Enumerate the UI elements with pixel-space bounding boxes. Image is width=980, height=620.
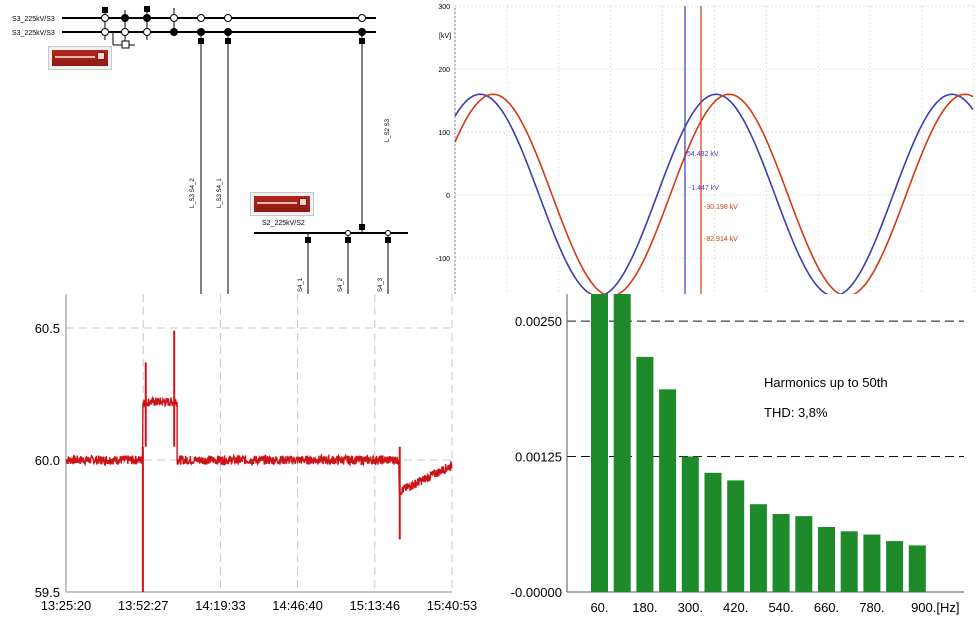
harmonic-bar (772, 513, 790, 592)
feeders-s4 (305, 230, 391, 294)
harmonic-bar (840, 531, 858, 592)
harmonics-x-tick-label: 420. (723, 600, 748, 615)
feeder-l-s3-s4-2 (197, 14, 205, 294)
frequency-y-tick-label: 60.5 (35, 321, 60, 336)
harmonics-annotation-thd: THD: 3,8% (764, 405, 828, 420)
waveform-y-axis-label: [kV] (439, 33, 451, 40)
waveform-y-tick-label: 0 (446, 193, 450, 200)
harmonics-panel: 0.00250 0.00125 -0.00000 60. 180. 300. 420. 54… (480, 294, 980, 620)
cursor-value-label: 54.482 kV (687, 151, 719, 158)
busbar-label-s2: S2_225kV/S2 (262, 220, 305, 227)
harmonics-x-tick-label: 660. (814, 600, 839, 615)
harmonic-bar (591, 294, 608, 592)
harmonic-bar (886, 541, 904, 592)
feeder-label-s4-3: S4_3 (378, 277, 384, 292)
voltage-waveform-panel: 300 200 100 0 -100 [kV] 54.482 kV -1.447 kV … (408, 0, 980, 296)
harmonics-annotation-title: Harmonics up to 50th (764, 375, 888, 390)
harmonic-bar (727, 480, 745, 592)
single-line-diagram: S3_225kV/S3 S3_225kV/S3 (12, 6, 412, 294)
busbar-label-2: S3_225kV/S3 (12, 30, 55, 37)
harmonic-bar (863, 534, 881, 592)
harmonics-y-tick-label: -0.00000 (511, 585, 562, 600)
frequency-x-tick-label: 14:19:33 (195, 598, 246, 613)
frequency-trend-panel: 60.5 60.0 59.5 13:25:20 13:52:27 14:19:33 14:… (0, 294, 480, 620)
frequency-x-tick-label: 15:40:53 (427, 598, 478, 613)
recorder-device-icon-s2[interactable] (250, 192, 314, 216)
harmonics-x-tick-label: 60. (590, 600, 608, 615)
cursor-value-label: -30.198 kV (704, 204, 738, 211)
waveform-y-tick-label: -100 (436, 256, 450, 263)
waveform-series-1 (454, 93, 974, 296)
recorder-device-icon[interactable] (48, 46, 112, 70)
waveform-series-2 (454, 93, 974, 296)
waveform-y-tick-label: 100 (438, 130, 450, 137)
feeder-l-s3-s4-1 (224, 14, 232, 294)
feeder-label-s4-2: S4_2 (338, 277, 344, 292)
feeder-label-l-s3-s4-2: L_S3 S4_2 (190, 178, 196, 208)
harmonic-bar (704, 472, 722, 592)
harmonics-y-tick-label: 0.00250 (515, 314, 562, 329)
harmonic-bar (636, 356, 654, 592)
harmonic-bar (908, 545, 926, 592)
coupler-bay (101, 6, 178, 49)
harmonics-y-tick-label: 0.00125 (515, 450, 562, 465)
feeder-l-s2-s3 (358, 14, 366, 233)
frequency-x-tick-label: 13:52:27 (118, 598, 169, 613)
feeder-label-l-s2-s3: L_S2 S3 (385, 118, 391, 142)
cursor-value-label: -1.447 kV (689, 185, 719, 192)
harmonics-x-tick-label: 900.[Hz] (911, 600, 959, 615)
harmonic-bar (681, 456, 699, 592)
harmonic-bar (795, 516, 813, 592)
single-line-diagram-panel: S3_225kV/S3 S3_225kV/S3 (0, 0, 452, 294)
waveform-y-tick-label: 200 (438, 67, 450, 74)
frequency-y-tick-label: 59.5 (35, 585, 60, 600)
busbar-label-1: S3_225kV/S3 (12, 16, 55, 23)
waveform-y-tick-label: 300 (438, 4, 450, 11)
harmonic-bar (749, 504, 767, 592)
harmonics-bar-chart: 0.00250 0.00125 -0.00000 60. 180. 300. 420. 54… (511, 294, 964, 615)
harmonics-x-tick-label: 780. (859, 600, 884, 615)
frequency-series-line (65, 395, 453, 498)
harmonic-bar (613, 294, 631, 592)
frequency-y-tick-label: 60.0 (35, 453, 60, 468)
frequency-trend-chart: 60.5 60.0 59.5 13:25:20 13:52:27 14:19:33 14:… (35, 294, 478, 613)
harmonic-bar (659, 389, 677, 592)
harmonics-x-tick-label: 180. (632, 600, 657, 615)
harmonic-bar (818, 526, 835, 592)
frequency-x-tick-label: 13:25:20 (41, 598, 92, 613)
harmonics-x-tick-label: 540. (768, 600, 793, 615)
cursor-value-label: -82.914 kV (704, 236, 738, 243)
feeder-label-l-s3-s4-1: L_S3 S4_1 (217, 178, 223, 208)
frequency-x-tick-label: 15:13:46 (349, 598, 400, 613)
frequency-x-tick-label: 14:46:40 (272, 598, 323, 613)
feeder-label-s4-1: S4_1 (298, 277, 304, 292)
harmonics-x-tick-label: 300. (678, 600, 703, 615)
